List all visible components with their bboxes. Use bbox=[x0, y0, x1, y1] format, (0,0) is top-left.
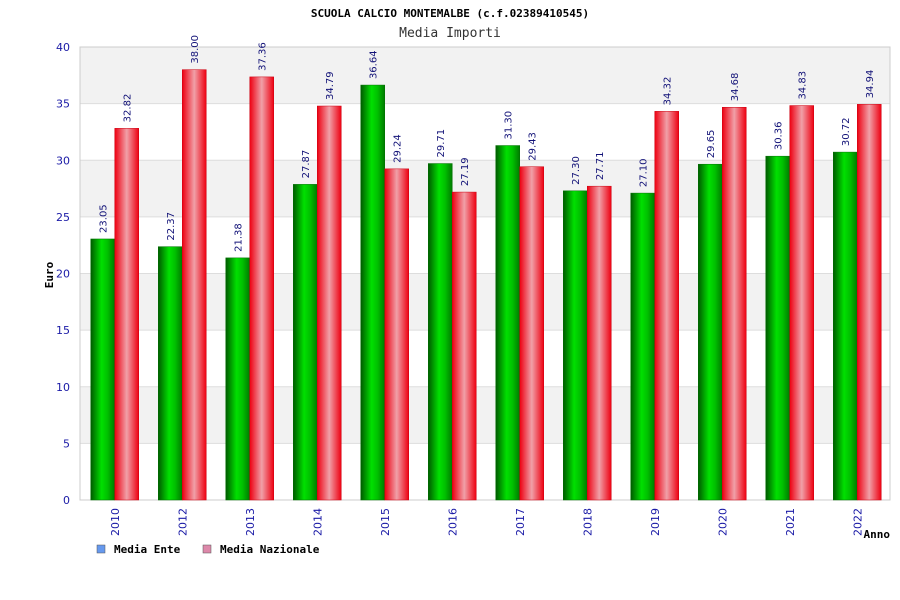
y-tick-label: 25 bbox=[56, 211, 70, 224]
bars-group: 23.05 32.82 22.37 38.00 21.38 37.36 27.87 34.79… bbox=[90, 35, 882, 501]
grid-band bbox=[80, 443, 890, 500]
y-tick-label: 40 bbox=[56, 41, 70, 54]
legend-label-media-nazionale: Media Nazionale bbox=[220, 543, 320, 556]
bar-media-ente bbox=[765, 155, 790, 501]
grid-band bbox=[80, 103, 890, 161]
data-label-media-nazionale: 29.24 bbox=[393, 134, 404, 163]
grid-band bbox=[80, 160, 890, 217]
x-tick-label: 2018 bbox=[581, 508, 594, 536]
data-label-media-nazionale: 34.94 bbox=[865, 70, 876, 99]
bar-media-nazionale bbox=[182, 69, 207, 501]
y-tick-label: 30 bbox=[56, 154, 70, 167]
data-label-media-ente: 22.37 bbox=[166, 212, 177, 241]
plot-border bbox=[79, 46, 891, 501]
bar-media-nazionale bbox=[452, 191, 477, 501]
bar-media-nazionale bbox=[384, 168, 409, 501]
y-tick-label: 0 bbox=[63, 494, 70, 507]
data-label-media-ente: 27.30 bbox=[571, 156, 582, 185]
bar-media-ente bbox=[563, 190, 588, 501]
data-label-media-nazionale: 34.68 bbox=[730, 73, 741, 102]
x-tick-label: 2014 bbox=[311, 508, 324, 536]
bar-media-ente bbox=[495, 145, 520, 501]
data-label-media-nazionale: 38.00 bbox=[190, 35, 201, 64]
y-axis: 0 5 10 15 20 25 30 35 40 bbox=[56, 41, 70, 507]
bar-media-nazionale bbox=[587, 185, 612, 501]
bar-media-ente bbox=[833, 151, 858, 501]
chart-title: SCUOLA CALCIO MONTEMALBE (c.f.0238941054… bbox=[311, 7, 589, 20]
data-label-media-ente: 29.65 bbox=[706, 130, 717, 159]
bar-media-nazionale bbox=[317, 105, 342, 501]
bar-media-ente bbox=[698, 163, 723, 501]
bar-media-nazionale bbox=[722, 106, 747, 501]
grid-band bbox=[80, 47, 890, 104]
data-label-media-nazionale: 34.79 bbox=[325, 71, 336, 100]
data-label-media-nazionale: 27.19 bbox=[460, 157, 471, 186]
chart-subtitle: Media Importi bbox=[399, 26, 501, 41]
bar-media-ente bbox=[293, 184, 318, 501]
legend-label-media-ente: Media Ente bbox=[114, 543, 181, 556]
grid-band bbox=[80, 386, 890, 444]
x-tick-label: 2016 bbox=[446, 508, 459, 536]
x-tick-label: 2019 bbox=[649, 508, 662, 536]
x-tick-label: 2017 bbox=[514, 508, 527, 536]
x-tick-label: 2012 bbox=[176, 508, 189, 536]
bar-media-nazionale bbox=[114, 128, 139, 501]
legend-swatch-media-nazionale bbox=[202, 544, 212, 554]
grid-band bbox=[80, 330, 890, 387]
bar-media-nazionale bbox=[789, 105, 814, 501]
y-tick-label: 10 bbox=[56, 381, 70, 394]
data-label-media-ente: 30.72 bbox=[841, 117, 852, 146]
y-tick-label: 20 bbox=[56, 268, 70, 281]
data-label-media-nazionale: 27.71 bbox=[595, 152, 606, 181]
x-tick-label: 2020 bbox=[716, 508, 729, 536]
data-label-media-ente: 29.71 bbox=[436, 129, 447, 158]
data-label-media-ente: 27.10 bbox=[639, 158, 650, 187]
x-tick-label: 2013 bbox=[244, 508, 257, 536]
bar-media-ente bbox=[360, 84, 385, 501]
data-label-media-nazionale: 37.36 bbox=[258, 42, 269, 71]
x-axis-title: Anno bbox=[864, 528, 891, 541]
y-tick-label: 35 bbox=[56, 98, 70, 111]
legend-swatch-media-ente bbox=[96, 544, 106, 554]
plot-background bbox=[79, 46, 891, 501]
x-tick-label: 2010 bbox=[109, 508, 122, 536]
bar-media-nazionale bbox=[654, 111, 679, 501]
data-label-media-ente: 30.36 bbox=[774, 122, 785, 151]
y-tick-label: 15 bbox=[56, 324, 70, 337]
bar-media-ente bbox=[90, 238, 115, 501]
y-axis-title: Euro bbox=[43, 261, 56, 288]
bar-media-nazionale bbox=[857, 104, 882, 501]
bar-media-ente bbox=[428, 163, 453, 501]
x-tick-label: 2021 bbox=[784, 508, 797, 536]
grid-band bbox=[80, 216, 890, 274]
data-label-media-nazionale: 34.32 bbox=[663, 77, 674, 106]
bar-media-ente bbox=[158, 246, 183, 501]
y-tick-label: 5 bbox=[63, 437, 70, 450]
data-label-media-ente: 21.38 bbox=[234, 223, 245, 252]
data-label-media-ente: 36.64 bbox=[369, 50, 380, 79]
data-label-media-nazionale: 29.43 bbox=[528, 132, 539, 161]
legend: Media Ente Media Nazionale bbox=[96, 543, 320, 556]
bar-media-ente bbox=[225, 257, 250, 501]
x-tick-label: 2015 bbox=[379, 508, 392, 536]
x-axis: 2010 2012 2013 2014 2015 2016 2017 2018 2019 2020… bbox=[109, 508, 865, 536]
data-label-media-ente: 31.30 bbox=[504, 111, 515, 140]
data-label-media-ente: 27.87 bbox=[301, 150, 312, 179]
grid-band bbox=[80, 273, 890, 331]
x-tick-label: 2022 bbox=[851, 508, 864, 536]
data-label-media-nazionale: 34.83 bbox=[798, 71, 809, 100]
data-label-media-ente: 23.05 bbox=[99, 204, 110, 233]
bar-media-nazionale bbox=[249, 76, 274, 501]
bar-media-nazionale bbox=[519, 166, 544, 501]
data-label-media-nazionale: 32.82 bbox=[123, 94, 134, 123]
bar-media-ente bbox=[630, 192, 655, 501]
